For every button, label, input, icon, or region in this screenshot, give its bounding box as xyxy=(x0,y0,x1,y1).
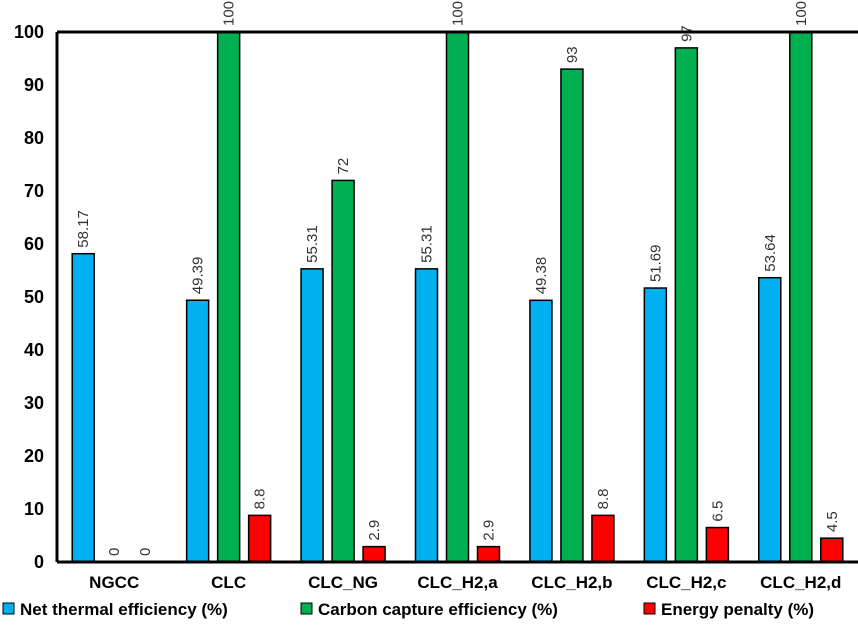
legend-label: Net thermal efficiency (%) xyxy=(20,600,228,619)
data-label: 100 xyxy=(793,1,810,26)
y-tick-label: 60 xyxy=(24,234,44,254)
legend-swatch xyxy=(300,602,313,615)
x-tick-label: CLC_H2,b xyxy=(531,573,612,592)
data-label: 0 xyxy=(137,548,154,556)
y-tick-label: 80 xyxy=(24,128,44,148)
data-label: 93 xyxy=(564,46,581,63)
y-tick-label: 50 xyxy=(24,287,44,307)
bar-net-thermal xyxy=(758,276,782,563)
data-label: 72 xyxy=(335,158,352,175)
bar-net-thermal xyxy=(643,287,668,563)
bar-carbon-capture xyxy=(560,68,584,563)
bar-net-thermal xyxy=(529,299,553,563)
bar-carbon-capture xyxy=(445,31,470,563)
bar-carbon-capture xyxy=(216,31,241,563)
bar-energy-penalty xyxy=(705,526,730,563)
bar-energy-penalty xyxy=(591,514,615,563)
y-tick-label: 10 xyxy=(24,499,44,519)
bar-energy-penalty xyxy=(820,537,844,563)
data-label: 8.8 xyxy=(595,489,612,510)
y-tick-label: 20 xyxy=(24,446,44,466)
y-tick-label: 70 xyxy=(24,181,44,201)
data-label: 49.38 xyxy=(533,257,550,295)
legend-label: Carbon capture efficiency (%) xyxy=(318,600,558,619)
y-tick-label: 40 xyxy=(24,340,44,360)
x-tick-label: NGCC xyxy=(89,573,139,592)
data-label: 8.8 xyxy=(252,489,269,510)
data-label: 53.64 xyxy=(762,234,779,272)
legend-swatch xyxy=(643,602,656,615)
y-tick-label: 100 xyxy=(14,22,44,42)
bar-carbon-capture xyxy=(789,31,813,563)
bar-net-thermal xyxy=(71,252,95,563)
y-tick-label: 30 xyxy=(24,393,44,413)
bar-net-thermal xyxy=(185,299,210,563)
x-tick-label: CLC_H2,a xyxy=(417,573,498,592)
data-label: 55.31 xyxy=(419,225,436,263)
bar-net-thermal xyxy=(414,268,439,563)
y-tick-label: 0 xyxy=(34,552,44,572)
data-label: 55.31 xyxy=(304,225,321,263)
data-label: 49.39 xyxy=(190,257,207,295)
bar-energy-penalty xyxy=(247,514,272,563)
data-label: 100 xyxy=(221,1,238,26)
data-label: 6.5 xyxy=(709,501,726,522)
bar-net-thermal xyxy=(300,268,324,563)
bar-carbon-capture xyxy=(331,179,355,563)
x-tick-label: CLC xyxy=(211,573,246,592)
bar-energy-penalty xyxy=(362,545,386,563)
bar-energy-penalty xyxy=(476,545,501,563)
x-tick-label: CLC_H2,c xyxy=(646,573,726,592)
legend-swatch xyxy=(2,602,15,615)
y-tick-label: 90 xyxy=(24,75,44,95)
data-label: 4.5 xyxy=(824,511,841,532)
bar-carbon-capture xyxy=(674,47,699,563)
data-label: 2.9 xyxy=(481,520,498,541)
data-label: 100 xyxy=(450,1,467,26)
data-label: 2.9 xyxy=(366,520,383,541)
data-label: 97 xyxy=(678,25,695,42)
x-tick-label: CLC_H2,d xyxy=(760,573,841,592)
data-label: 58.17 xyxy=(75,210,92,248)
legend-label: Energy penalty (%) xyxy=(661,600,814,619)
data-label: 51.69 xyxy=(647,244,664,282)
data-label: 0 xyxy=(106,548,123,556)
x-tick-label: CLC_NG xyxy=(308,573,378,592)
